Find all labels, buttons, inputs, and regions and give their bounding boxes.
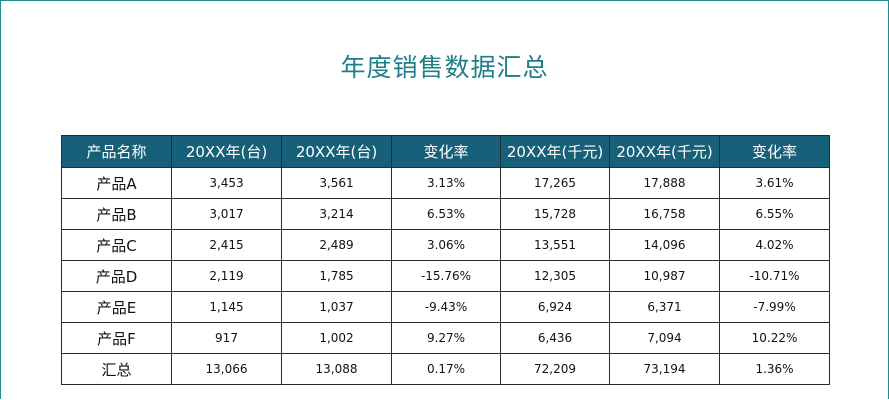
sales-table: 产品名称 20XX年(台) 20XX年(台) 变化率 20XX年(千元) 20X…	[61, 135, 830, 385]
product-name-cell: 产品A	[61, 167, 172, 199]
table-row: 产品F 917 1,002 9.27% 6,436 7,094 10.22%	[61, 322, 830, 354]
summary-row: 汇总 13,066 13,088 0.17% 72,209 73,194 1.3…	[61, 353, 830, 385]
revenue-year1-cell: 17,265	[500, 167, 610, 199]
product-name-cell: 产品E	[61, 291, 172, 323]
revenue-change-cell: -10.71%	[719, 260, 830, 292]
header-product-name: 产品名称	[61, 135, 172, 168]
revenue-year2-cell: 16,758	[609, 198, 720, 230]
revenue-year1-cell: 6,924	[500, 291, 610, 323]
revenue-change-cell: 4.02%	[719, 229, 830, 261]
units-change-cell: -15.76%	[391, 260, 501, 292]
units-year2-cell: 1,037	[281, 291, 392, 323]
revenue-change-cell: 3.61%	[719, 167, 830, 199]
revenue-change-cell: 10.22%	[719, 322, 830, 354]
revenue-year2-cell: 10,987	[609, 260, 720, 292]
product-name-cell: 产品C	[61, 229, 172, 261]
summary-label-cell: 汇总	[61, 353, 172, 385]
units-year2-total-cell: 13,088	[281, 353, 392, 385]
units-change-cell: -9.43%	[391, 291, 501, 323]
header-units-year1: 20XX年(台)	[171, 135, 282, 168]
units-year1-cell: 1,145	[171, 291, 282, 323]
units-year1-cell: 2,119	[171, 260, 282, 292]
table-row: 产品B 3,017 3,214 6.53% 15,728 16,758 6.55…	[61, 198, 830, 230]
revenue-year1-cell: 12,305	[500, 260, 610, 292]
header-revenue-year1: 20XX年(千元)	[500, 135, 610, 168]
units-change-cell: 3.06%	[391, 229, 501, 261]
units-change-cell: 9.27%	[391, 322, 501, 354]
units-change-total-cell: 0.17%	[391, 353, 501, 385]
revenue-year2-cell: 17,888	[609, 167, 720, 199]
units-year1-total-cell: 13,066	[171, 353, 282, 385]
table-row: 产品E 1,145 1,037 -9.43% 6,924 6,371 -7.99…	[61, 291, 830, 323]
revenue-year1-total-cell: 72,209	[500, 353, 610, 385]
units-year1-cell: 3,017	[171, 198, 282, 230]
table-row: 产品C 2,415 2,489 3.06% 13,551 14,096 4.02…	[61, 229, 830, 261]
product-name-cell: 产品B	[61, 198, 172, 230]
revenue-year2-total-cell: 73,194	[609, 353, 720, 385]
units-year2-cell: 3,561	[281, 167, 392, 199]
page-title: 年度销售数据汇总	[340, 53, 549, 82]
units-year1-cell: 2,415	[171, 229, 282, 261]
revenue-year1-cell: 15,728	[500, 198, 610, 230]
units-year1-cell: 3,453	[171, 167, 282, 199]
units-year2-cell: 3,214	[281, 198, 392, 230]
revenue-year2-cell: 7,094	[609, 322, 720, 354]
units-year2-cell: 1,002	[281, 322, 392, 354]
header-units-year2: 20XX年(台)	[281, 135, 392, 168]
header-revenue-year2: 20XX年(千元)	[609, 135, 720, 168]
header-units-change: 变化率	[391, 135, 501, 168]
revenue-year2-cell: 6,371	[609, 291, 720, 323]
product-name-cell: 产品D	[61, 260, 172, 292]
table-row: 产品A 3,453 3,561 3.13% 17,265 17,888 3.61…	[61, 167, 830, 199]
revenue-change-cell: 6.55%	[719, 198, 830, 230]
product-name-cell: 产品F	[61, 322, 172, 354]
units-year2-cell: 1,785	[281, 260, 392, 292]
units-change-cell: 3.13%	[391, 167, 501, 199]
units-year2-cell: 2,489	[281, 229, 392, 261]
revenue-year1-cell: 13,551	[500, 229, 610, 261]
header-row: 产品名称 20XX年(台) 20XX年(台) 变化率 20XX年(千元) 20X…	[61, 135, 830, 168]
units-change-cell: 6.53%	[391, 198, 501, 230]
revenue-change-total-cell: 1.36%	[719, 353, 830, 385]
revenue-year2-cell: 14,096	[609, 229, 720, 261]
revenue-year1-cell: 6,436	[500, 322, 610, 354]
units-year1-cell: 917	[171, 322, 282, 354]
header-revenue-change: 变化率	[719, 135, 830, 168]
revenue-change-cell: -7.99%	[719, 291, 830, 323]
table-row: 产品D 2,119 1,785 -15.76% 12,305 10,987 -1…	[61, 260, 830, 292]
